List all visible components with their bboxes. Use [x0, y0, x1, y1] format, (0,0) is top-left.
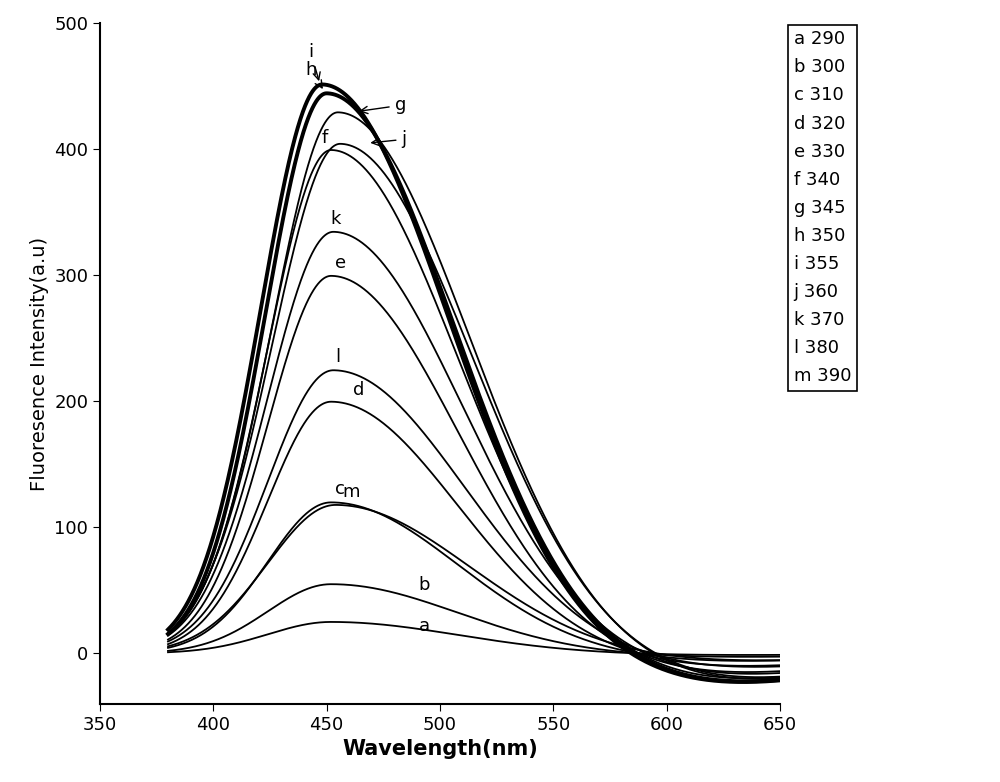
Text: g: g	[360, 96, 406, 114]
Text: f: f	[321, 129, 328, 147]
Text: d: d	[353, 381, 364, 399]
Text: h: h	[305, 61, 322, 88]
Text: b: b	[418, 576, 430, 594]
Text: l: l	[335, 348, 341, 366]
X-axis label: Wavelength(nm): Wavelength(nm)	[342, 739, 538, 759]
Text: m: m	[343, 483, 360, 501]
Text: e: e	[335, 253, 346, 271]
Y-axis label: Fluoresence Intensity(a.u): Fluoresence Intensity(a.u)	[30, 237, 49, 490]
Text: i: i	[308, 43, 320, 80]
Text: k: k	[331, 210, 341, 228]
Text: j: j	[372, 131, 407, 149]
Text: a: a	[419, 616, 430, 634]
Text: a 290
b 300
c 310
d 320
e 330
f 340
g 345
h 350
i 355
j 360
k 370
l 380
m 390: a 290 b 300 c 310 d 320 e 330 f 340 g 34…	[794, 30, 851, 386]
Text: c: c	[335, 480, 345, 498]
